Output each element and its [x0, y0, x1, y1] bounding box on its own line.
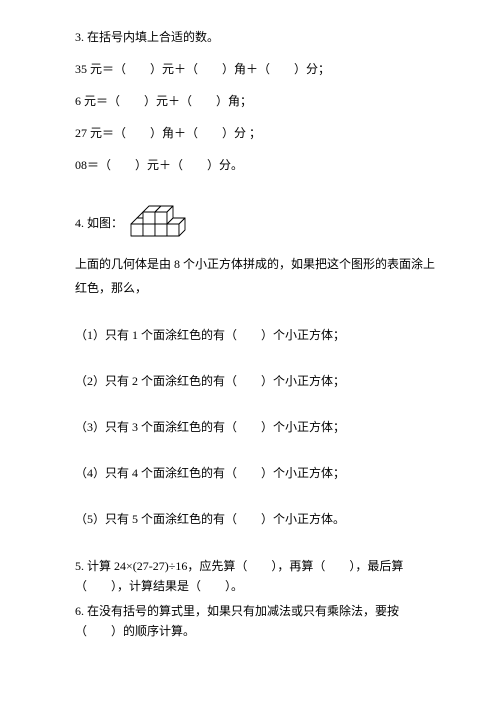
q4-label: 4. 如图： [75, 214, 123, 238]
q3-line-3: 27 元＝（ ）角＋（ ）分 ； [75, 124, 435, 142]
q5-text: 5. 计算 24×(27-27)÷16，应先算（ ），再算（ ），最后算（ ），… [75, 556, 435, 597]
q3-line-2: 6 元＝（ ）元＋（ ）角； [75, 92, 435, 110]
q4-sub-1: （1）只有 1 个面涂红色的有（ ）个小正方体； [75, 326, 435, 344]
q3-title: 3. 在括号内填上合适的数。 [75, 28, 435, 46]
q4-sub-4: （4）只有 4 个面涂红色的有（ ）个小正方体； [75, 464, 435, 482]
q6-text: 6. 在没有括号的算式里，如果只有加减法或只有乘除法，要按（ ）的顺序计算。 [75, 601, 435, 642]
cubes-figure [129, 188, 201, 238]
q4-sub-5: （5）只有 5 个面涂红色的有（ ）个小正方体。 [75, 510, 435, 528]
q4-sub-3: （3）只有 3 个面涂红色的有（ ）个小正方体； [75, 418, 435, 436]
q3-line-1: 35 元＝（ ）元＋（ ）角＋（ ）分； [75, 60, 435, 78]
q4-sub-2: （2）只有 2 个面涂红色的有（ ）个小正方体； [75, 372, 435, 390]
q4-figure-row: 4. 如图： [75, 188, 435, 238]
q4-intro: 上面的几何体是由 8 个小正方体拼成的，如果把这个图形的表面涂上红色，那么， [75, 252, 435, 300]
worksheet-page: 3. 在括号内填上合适的数。 35 元＝（ ）元＋（ ）角＋（ ）分； 6 元＝… [0, 0, 500, 662]
q3-line-4: 08＝（ ）元＋（ ）分。 [75, 156, 435, 174]
